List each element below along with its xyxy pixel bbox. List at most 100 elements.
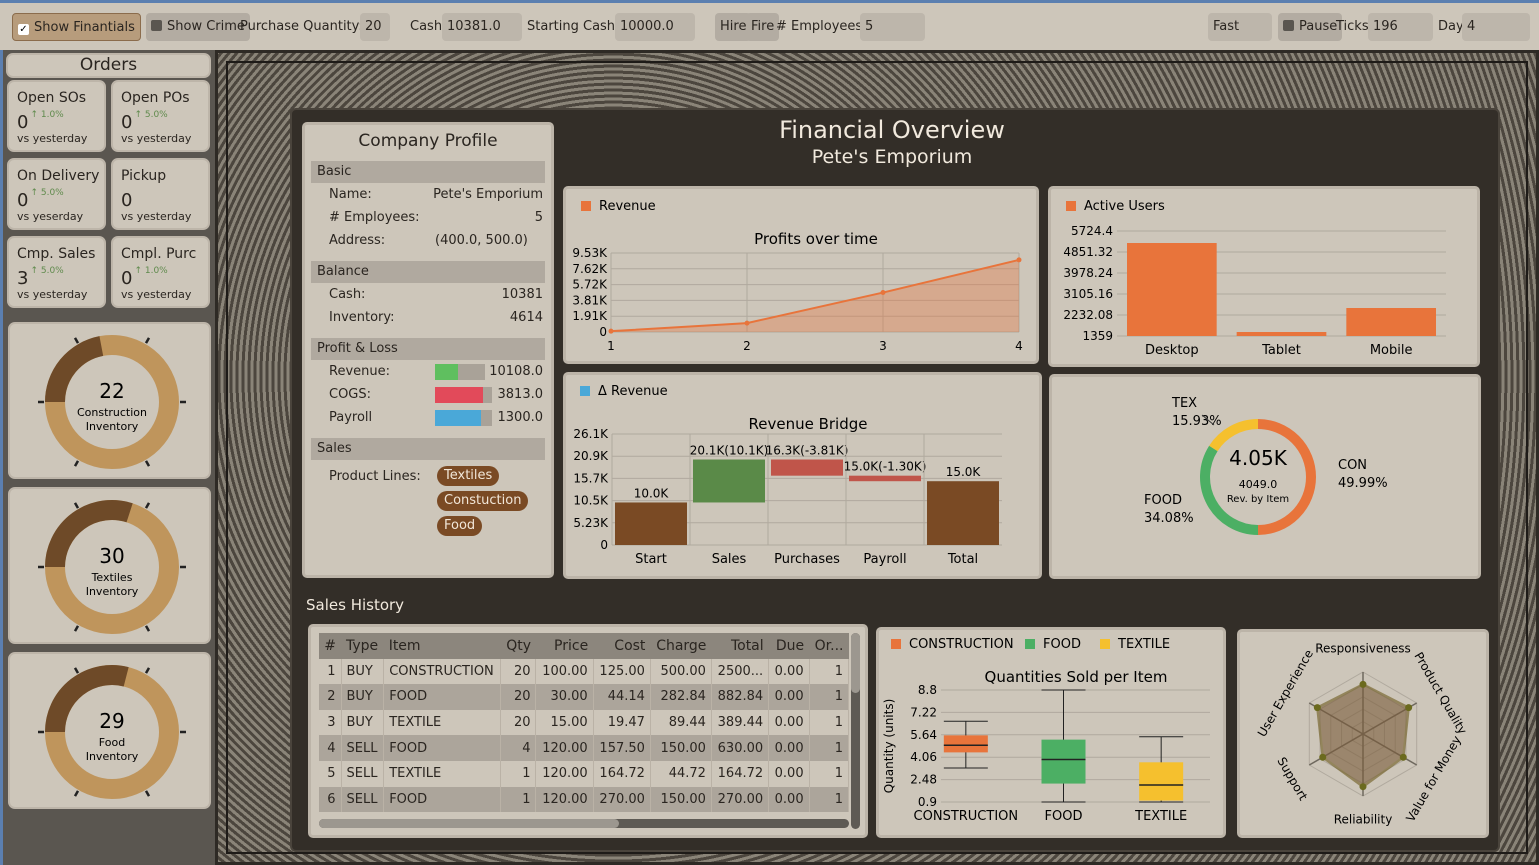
order-stat-card[interactable]: On Delivery 0 ↑ 5.0% vs yeserday: [7, 158, 106, 230]
column-header[interactable]: Cost: [593, 633, 651, 659]
column-header[interactable]: Type: [341, 633, 384, 659]
gauge-label: Construction: [77, 406, 147, 419]
data-point: [1016, 257, 1022, 263]
profile-title: Company Profile: [358, 131, 498, 151]
show-financials-checkbox[interactable]: ✓ Show Finantials: [12, 13, 141, 41]
starting-cash-field[interactable]: 10000.0: [615, 13, 695, 41]
sales-history-title: Sales History: [306, 596, 405, 614]
table-cell: 6: [319, 786, 342, 813]
y-tick-label: 5.64: [910, 728, 937, 742]
order-stat-card[interactable]: Open POs 0 ↑ 5.0% vs yesterday: [111, 80, 210, 152]
hire-button[interactable]: Hire: [715, 13, 752, 41]
horizontal-scrollbar[interactable]: [319, 819, 849, 828]
revenue-label: Revenue:: [329, 364, 390, 379]
ticks-label: Ticks: [1336, 19, 1369, 34]
gauge-fill: [45, 665, 129, 733]
starting-cash-label: Starting Cash:: [527, 19, 620, 34]
order-stat-card[interactable]: Open SOs 0 ↑ 1.0% vs yesterday: [7, 80, 106, 152]
data-point: [608, 328, 614, 334]
table-cell: 150.00: [650, 735, 712, 761]
data-point: [744, 320, 750, 326]
y-tick-label: 0.9: [918, 795, 937, 809]
gauge-tick: [73, 502, 80, 509]
card-title: Open POs: [121, 90, 190, 106]
bar: [1127, 243, 1217, 336]
y-tick-label: 10.5K: [573, 494, 609, 508]
table-row[interactable]: 5 SELL TEXTILE 1 120.00 164.72 44.72 164.72 0.00…: [319, 760, 850, 787]
cash-field[interactable]: 10381.0: [442, 13, 522, 41]
table-cell: 164.72: [711, 760, 770, 787]
cogs-value: 3813.0: [497, 387, 544, 402]
table-cell: 270.00: [711, 786, 770, 813]
table-row[interactable]: 6 SELL FOOD 1 120.00 270.00 150.00 270.00 0.00 1: [319, 786, 850, 813]
satisfaction-radar-chart: Responsiveness Product Quality Value for M…: [1237, 629, 1489, 838]
radar-axis-label: Reliability: [1334, 813, 1393, 827]
table-row[interactable]: 1 BUY CONSTRUCTION 20 100.00 125.00 500.00 2500…: [319, 658, 850, 685]
section-profit-loss: Profit & Loss: [311, 338, 545, 360]
order-stat-card[interactable]: Pickup 0 vs yesterday: [111, 158, 210, 230]
card-count: 0: [17, 112, 29, 133]
financial-overview-panel: Financial Overview Pete's Emporium Compa…: [290, 108, 1500, 852]
legend-swatch: [580, 386, 590, 396]
product-line-chip[interactable]: Textiles: [437, 466, 500, 486]
slice-label: CON: [1338, 458, 1367, 473]
fire-button[interactable]: Fire: [746, 13, 780, 41]
gauge-tick: [73, 337, 80, 344]
donut-center-value: 4.05K: [1229, 446, 1288, 470]
gauge-value: 22: [99, 379, 124, 403]
y-tick-label: 5724.4: [1071, 224, 1113, 238]
card-count: 0: [121, 190, 133, 211]
day-field[interactable]: 4: [1462, 13, 1530, 41]
radar-point: [1399, 753, 1407, 761]
table-cell: 20: [500, 658, 537, 685]
radar-axis-label: Value for Money: [1403, 733, 1464, 824]
inventory-gauge-card: 30 Textiles Inventory: [8, 487, 211, 644]
table-row[interactable]: 4 SELL FOOD 4 120.00 157.50 150.00 630.00 0.00 1: [319, 735, 850, 761]
card-value: 0 ↑ 1.0%: [17, 110, 64, 133]
x-tick-label: CONSTRUCTION: [914, 809, 1019, 824]
gauge-value: 29: [99, 709, 124, 733]
legend-label: Δ Revenue: [598, 384, 668, 399]
scrollbar-thumb[interactable]: [319, 819, 619, 828]
table-cell: 1: [809, 735, 850, 761]
speed-select[interactable]: Fast: [1208, 13, 1272, 41]
column-header[interactable]: Charge: [650, 633, 712, 659]
column-header[interactable]: #: [319, 633, 341, 659]
gauge-tick: [144, 460, 151, 467]
pause-checkbox[interactable]: Pause: [1278, 13, 1343, 41]
x-tick-label: 1: [607, 339, 615, 353]
y-tick-label: 15.7K: [573, 471, 609, 485]
show-crime-label: Show Crime: [167, 19, 245, 34]
card-value: 0 ↑ 1.0%: [121, 266, 168, 289]
vertical-scrollbar[interactable]: [851, 633, 860, 829]
card-title: Cmp. Sales: [17, 246, 96, 262]
purchase-qty-select[interactable]: 20: [360, 13, 390, 41]
card-subtitle: vs yesterday: [17, 288, 88, 301]
show-crime-checkbox[interactable]: Show Crime: [146, 13, 250, 41]
employees-field[interactable]: 5: [860, 13, 925, 41]
gauge-tick: [144, 667, 151, 674]
order-stat-card[interactable]: Cmpl. Purc 0 ↑ 1.0% vs yesterday: [111, 236, 210, 308]
product-line-chip[interactable]: Food: [437, 516, 483, 536]
column-header[interactable]: Due: [768, 633, 810, 659]
column-header[interactable]: Total: [711, 633, 769, 659]
donut-center-sub: 4049.0: [1239, 478, 1278, 491]
ticks-field[interactable]: 196: [1368, 13, 1433, 41]
table-row[interactable]: 2 BUY FOOD 20 30.00 44.14 282.84 882.84 0.00 1: [319, 684, 850, 710]
slice-pct: 34.08%: [1144, 511, 1194, 526]
column-header[interactable]: Item: [383, 633, 501, 659]
inventory-gauge-card: 22 Construction Inventory: [8, 322, 211, 479]
card-change-pct: ↑ 1.0%: [134, 266, 168, 276]
column-header[interactable]: Qty: [500, 633, 536, 659]
table-cell: 120.00: [535, 786, 594, 813]
scrollbar-thumb[interactable]: [851, 633, 860, 693]
radar-area: [1316, 682, 1410, 789]
y-tick-label: 3978.24: [1063, 266, 1113, 280]
column-header[interactable]: Price: [535, 633, 594, 659]
orders-title: Orders: [6, 53, 211, 78]
table-cell: TEXTILE: [383, 760, 502, 787]
column-header[interactable]: Or...: [809, 633, 849, 659]
product-line-chip[interactable]: Constuction: [437, 491, 529, 511]
table-row[interactable]: 3 BUY TEXTILE 20 15.00 19.47 89.44 389.44 0.00 1: [319, 709, 850, 736]
order-stat-card[interactable]: Cmp. Sales 3 ↑ 5.0% vs yesterday: [7, 236, 106, 308]
